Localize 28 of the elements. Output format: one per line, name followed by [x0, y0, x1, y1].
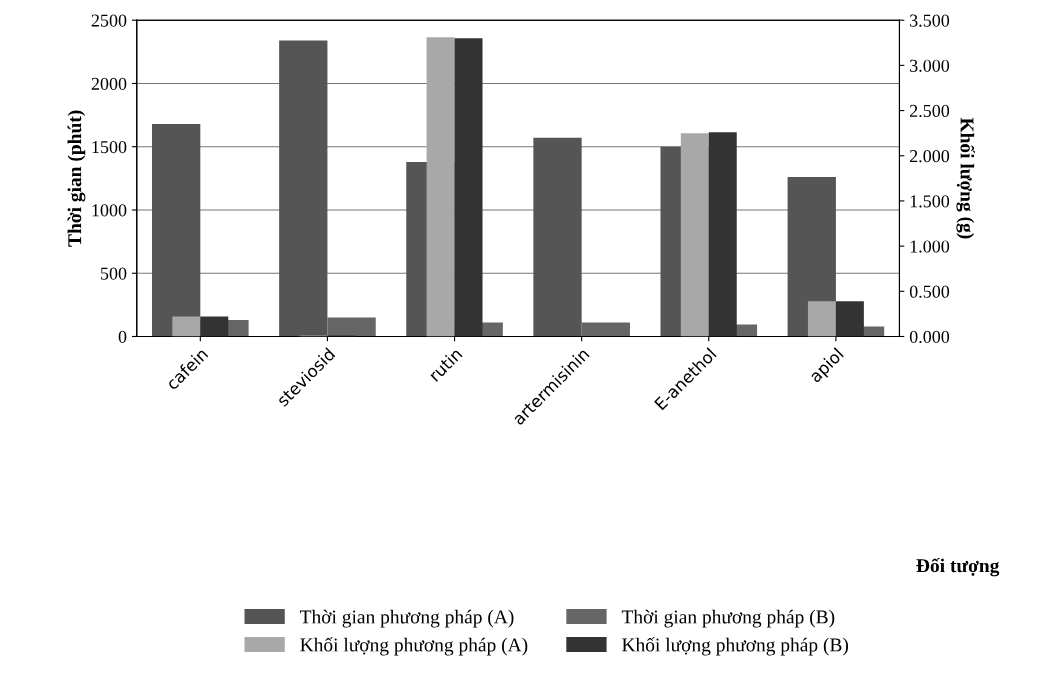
- y2-tick-label: 1.000: [910, 240, 950, 253]
- bar: [835, 301, 864, 337]
- y2-tick-label: 0.500: [909, 285, 950, 298]
- bar: [279, 40, 328, 337]
- bar: [581, 322, 630, 337]
- bar: [807, 301, 836, 337]
- text: Đối tượng: [916, 557, 1000, 577]
- y-tick-label: 0: [118, 330, 127, 343]
- bar: [152, 123, 201, 337]
- y-tick-label: 2000: [91, 77, 127, 90]
- y-tick-label: 1000: [92, 204, 127, 217]
- y2-tick-label: 3.000: [910, 59, 950, 72]
- y2-tick-label: 2.000: [909, 150, 950, 163]
- bar: [533, 137, 582, 337]
- y2-axis-title: Khối lượng (g): [956, 117, 975, 239]
- y2-tick-label: 2.500: [909, 104, 950, 118]
- y-tick-label: 1500: [92, 140, 127, 154]
- y-tick-label: 500: [101, 267, 127, 280]
- legend-label: Khối lượng phương pháp (A): [300, 637, 528, 656]
- bar: [327, 317, 376, 337]
- legend-label: Thời gian phương pháp (A): [299, 609, 514, 628]
- y-axis-title: Thời gian (phút): [67, 110, 86, 247]
- legend-label: Thời gian phương pháp (B): [621, 609, 835, 628]
- y2-tick-label: 0.000: [909, 330, 950, 344]
- y-tick-label: 2500: [91, 14, 127, 27]
- y2-tick-label: 1.500: [910, 195, 950, 208]
- y2-tick-label: 3.500: [910, 14, 950, 27]
- legend-label: Khối lượng phương pháp (B): [622, 637, 849, 656]
